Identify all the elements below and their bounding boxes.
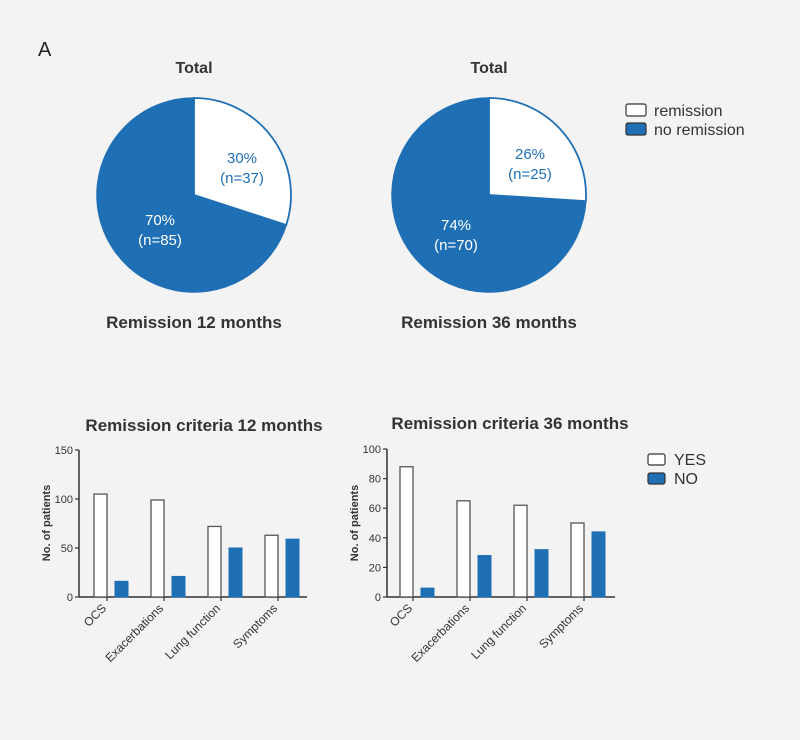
bar-no (477, 555, 492, 598)
bar-chart-12-months: Remission criteria 12 months No. of pati… (41, 416, 323, 665)
legend-swatch-no-remission (625, 122, 647, 136)
x-tick-label: Exacerbations (408, 601, 472, 665)
y-tick-label: 80 (369, 474, 381, 486)
bar-yes (570, 522, 585, 598)
bar-yes (513, 504, 528, 598)
bar-no (285, 538, 300, 598)
pie-slice-remission (488, 97, 587, 203)
x-tick-label: OCS (81, 601, 109, 629)
pie-subtitle: Remission 12 months (106, 313, 282, 332)
legend-label: NO (674, 471, 698, 488)
y-tick-label: 60 (369, 503, 381, 515)
bar-no (171, 575, 186, 598)
x-tick-label: Lung function (162, 601, 223, 662)
legend-swatch-yes (647, 453, 666, 466)
pie-legend: remission no remission (625, 103, 745, 139)
pie-title: Total (175, 60, 212, 77)
bar-title: Remission criteria 12 months (85, 416, 322, 435)
bar-yes (150, 499, 165, 598)
y-tick-label: 20 (369, 562, 381, 574)
bar-yes (456, 500, 471, 598)
legend-label: no remission (654, 122, 745, 139)
bar-no (420, 587, 435, 598)
legend-swatch-no (647, 472, 666, 485)
bar-no (228, 547, 243, 598)
pie-slice-remission (193, 97, 292, 227)
x-tick-label: OCS (387, 601, 415, 629)
bar-no (534, 549, 549, 598)
pie-title: Total (470, 60, 507, 77)
pie-slice-count-label: (n=25) (508, 166, 552, 183)
bar-yes (399, 466, 414, 598)
y-axis-label: No. of patients (41, 485, 53, 561)
bar-yes (93, 493, 108, 598)
bar-no (591, 531, 606, 598)
y-tick-label: 150 (55, 445, 73, 457)
y-axis-label: No. of patients (349, 485, 361, 561)
y-tick-label: 100 (363, 444, 381, 456)
pie-chart-36-months: Total Remission 36 months 26% (n=25) 74% (n… (391, 60, 587, 332)
pie-slice-percent-label: 30% (227, 150, 257, 167)
pie-slice-percent-label: 74% (441, 217, 471, 234)
pie-subtitle: Remission 36 months (401, 313, 577, 332)
x-tick-label: Symptoms (536, 601, 586, 651)
y-tick-label: 0 (67, 592, 73, 604)
x-tick-label: Lung function (468, 601, 529, 662)
bar-no (114, 580, 129, 598)
pie-slice-count-label: (n=85) (138, 232, 182, 249)
panel-label: A (38, 39, 52, 61)
legend-label: remission (654, 103, 722, 120)
y-tick-label: 0 (375, 592, 381, 604)
pie-chart-12-months: Total Remission 12 months 30% (n=37) 70% (n… (96, 60, 292, 332)
bar-yes (264, 534, 279, 598)
x-tick-label: Exacerbations (102, 601, 166, 665)
y-tick-label: 40 (369, 533, 381, 545)
bar-title: Remission criteria 36 months (391, 414, 628, 433)
y-tick-label: 50 (61, 543, 73, 555)
pie-slice-percent-label: 70% (145, 212, 175, 229)
pie-slice-no-remission (96, 97, 288, 293)
y-tick-label: 100 (55, 494, 73, 506)
legend-swatch-remission (625, 103, 647, 117)
bar-chart-36-months: Remission criteria 36 months No. of pati… (349, 414, 629, 665)
bar-yes (207, 525, 222, 598)
pie-slice-count-label: (n=37) (220, 170, 264, 187)
x-tick-label: Symptoms (230, 601, 280, 651)
bar-legend: YES NO (647, 452, 706, 488)
pie-slice-percent-label: 26% (515, 146, 545, 163)
legend-label: YES (674, 452, 706, 469)
pie-slice-count-label: (n=70) (434, 237, 478, 254)
